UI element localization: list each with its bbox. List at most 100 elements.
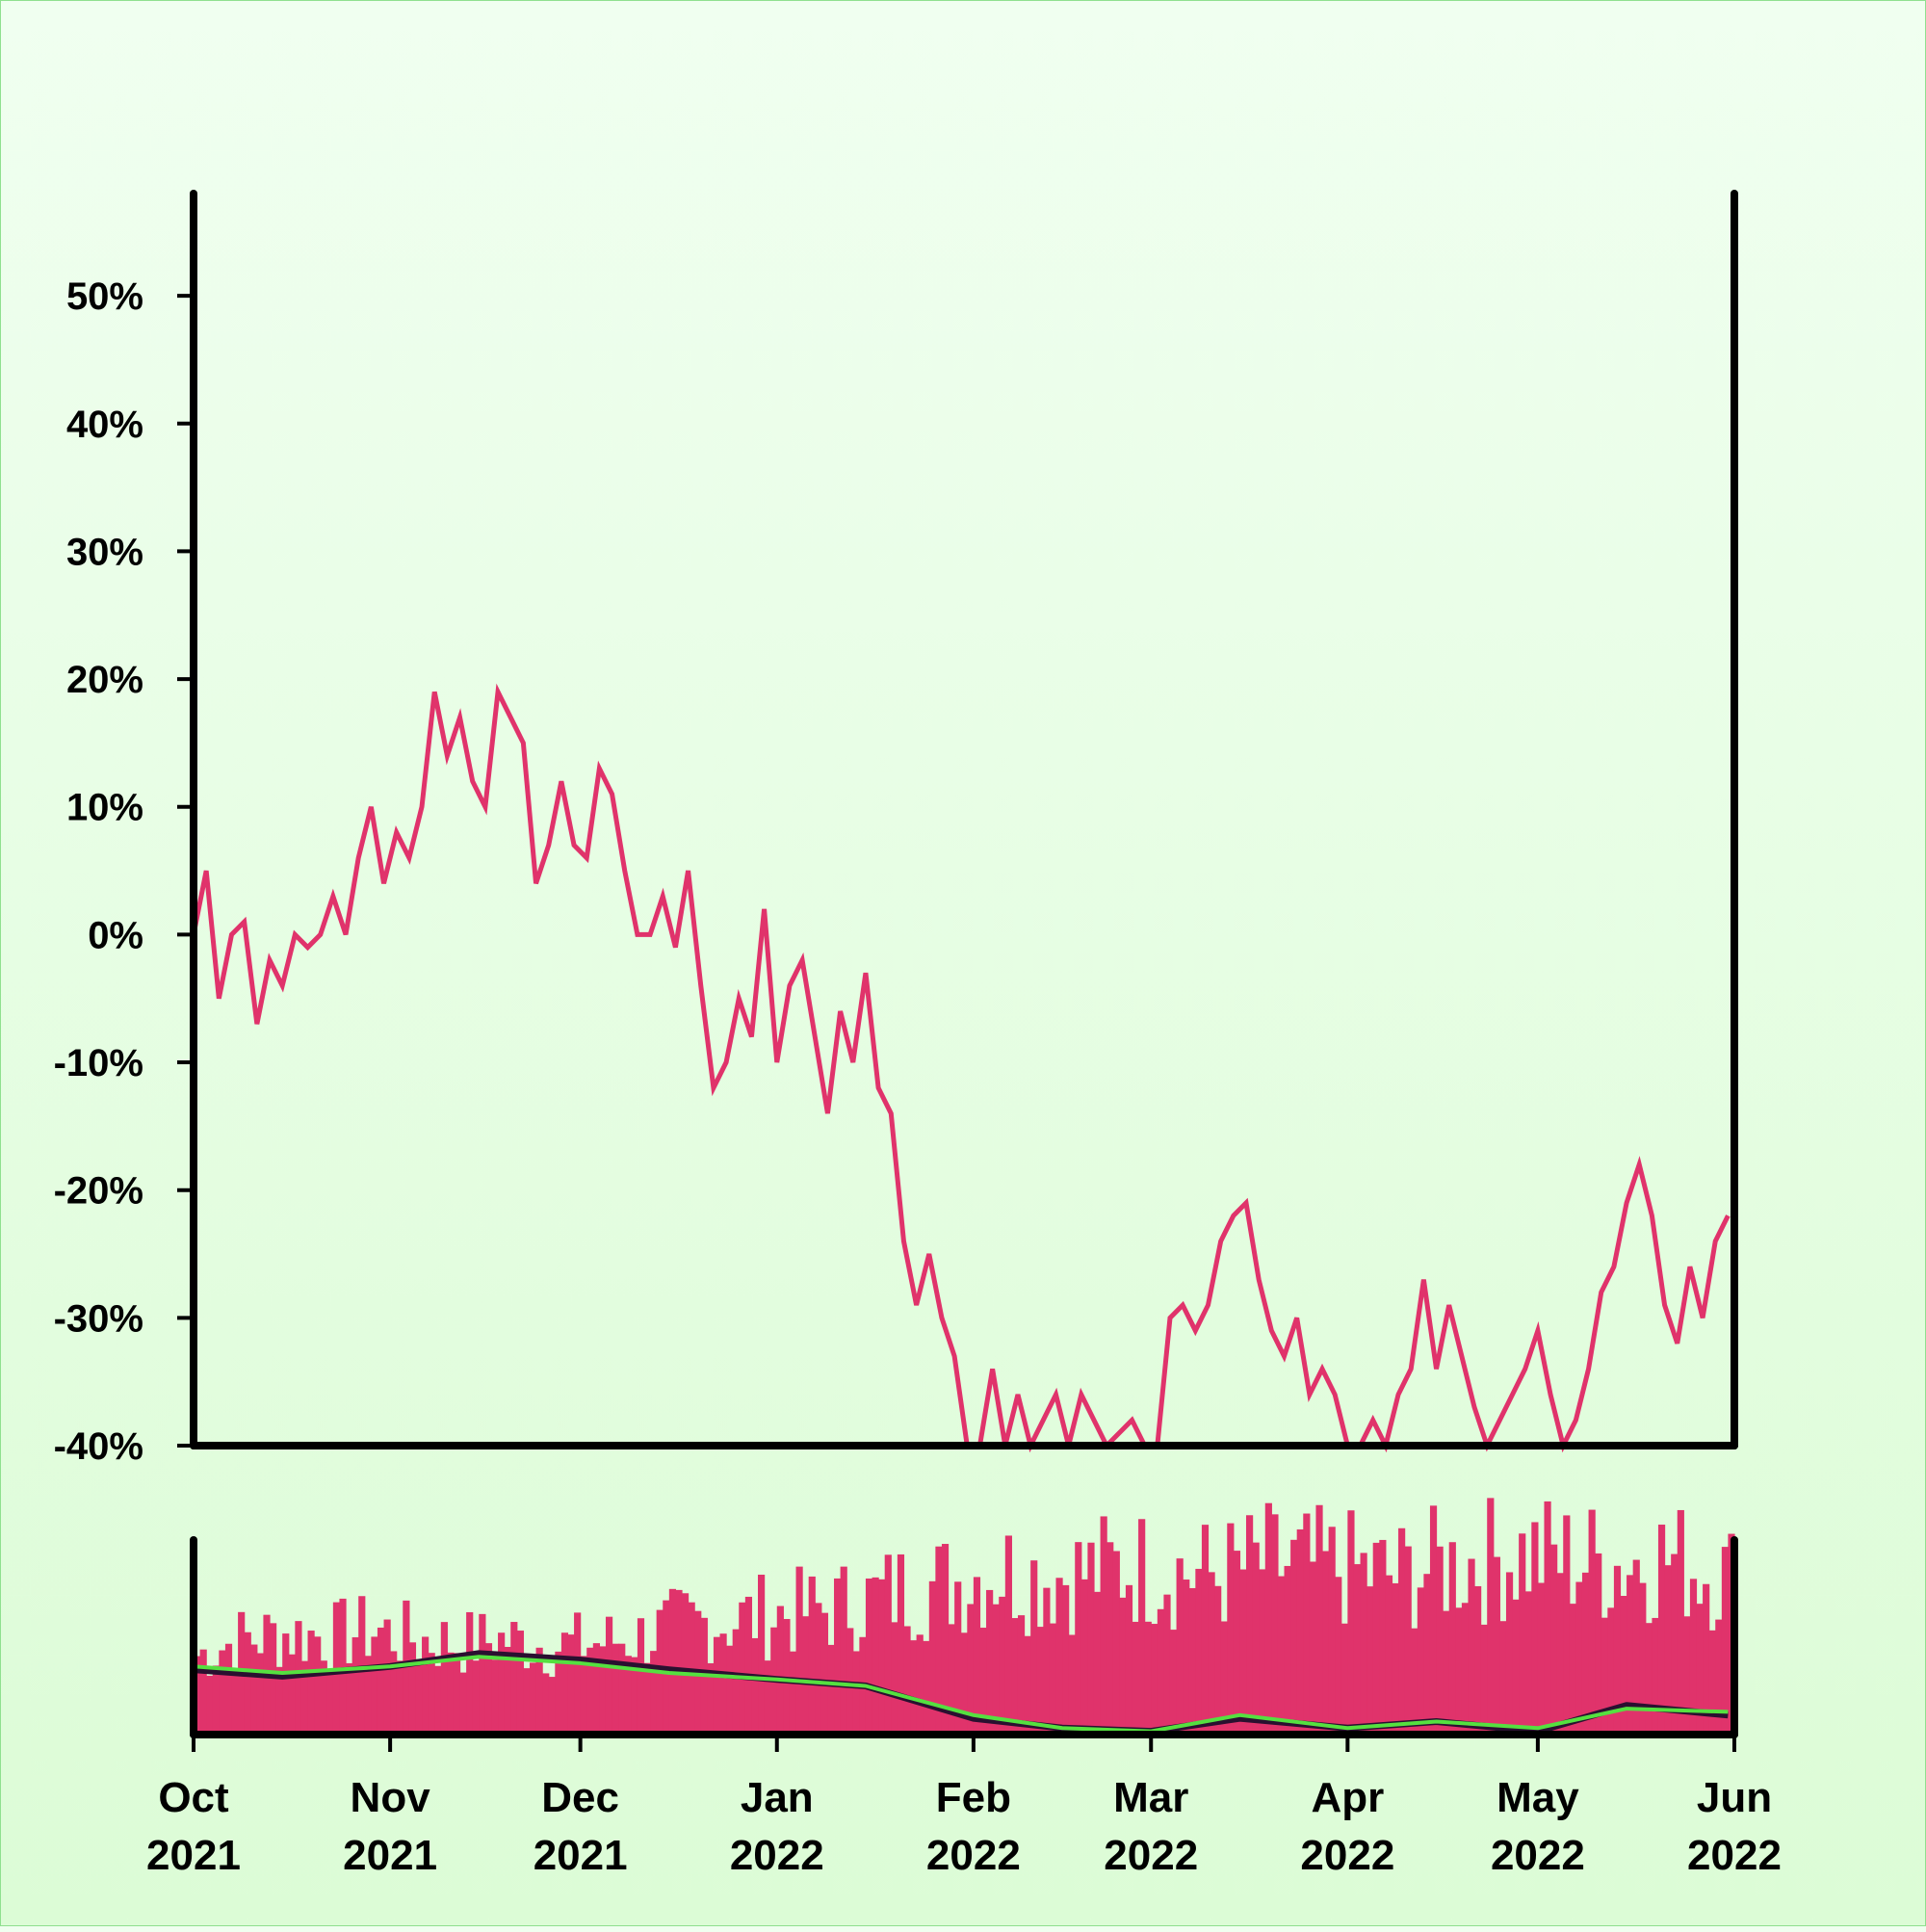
volume-bar [1664,1565,1672,1735]
y-tick-label: 30% [66,531,143,573]
volume-bar [827,1644,835,1735]
volume-bar [1055,1578,1063,1735]
volume-bar [1125,1584,1133,1735]
volume-bar [1151,1624,1158,1735]
volume-bar [1721,1547,1730,1735]
volume-bar [739,1602,746,1735]
volume-bar [631,1657,638,1735]
volume-bar [1290,1539,1298,1735]
x-tick-label-month: Mar [1113,1774,1188,1821]
volume-bar [1632,1559,1640,1735]
volume-bar [346,1662,353,1735]
volume-bar [1043,1587,1051,1735]
volume-bar [1030,1560,1038,1735]
x-tick-label-month: Jan [741,1774,814,1821]
volume-bar [1429,1505,1438,1735]
volume-bar [637,1618,645,1735]
volume-bar [434,1665,442,1735]
price-panel: 50% 40% 30% 20% 10% 0% -10% -20% -30% -40% [54,190,1738,1468]
volume-bar [459,1672,467,1735]
volume-bar [719,1633,727,1735]
volume-bar [1106,1542,1114,1735]
volume-bar [1417,1587,1424,1735]
volume-bar [358,1596,366,1735]
volume-bar [986,1589,994,1735]
volume-bar [1169,1630,1178,1735]
volume-bar [1639,1582,1647,1735]
volume-bar [1524,1591,1532,1735]
volume-bar [472,1660,480,1735]
volume-bar [231,1672,239,1735]
x-tick-label-year: 2022 [1687,1832,1782,1879]
volume-bar [1366,1586,1374,1735]
volume-bar [408,1642,417,1735]
x-tick-label-year: 2021 [146,1832,241,1879]
volume-bar [1671,1553,1679,1735]
x-tick-label-year: 2022 [1300,1832,1394,1879]
volume-bar [440,1622,448,1735]
volume-bar [1696,1604,1704,1735]
volume-bar [371,1636,378,1735]
y-tick-label: 10% [66,787,143,829]
volume-bar [1157,1608,1165,1735]
volume-bar [928,1580,936,1735]
volume-bar [1353,1564,1362,1735]
volume-bar [1448,1542,1456,1735]
volume-bar [1468,1558,1475,1735]
volume-bar [1340,1623,1348,1735]
volume-bar [605,1616,613,1735]
x-tick-label-year: 2022 [730,1832,824,1879]
volume-bar [219,1650,226,1735]
x-tick-label-month: Apr [1311,1774,1384,1821]
volume-bar [820,1612,829,1735]
volume-bar [872,1577,879,1735]
volume-bar [1715,1619,1723,1735]
volume-bar [992,1604,1000,1735]
volume-bar [351,1637,359,1735]
volume-bar [1575,1581,1583,1735]
volume-bar [1601,1617,1608,1735]
volume-bar [1581,1572,1590,1735]
volume-bar [377,1627,385,1735]
volume-bar [1505,1572,1514,1735]
volume-bar [1296,1529,1304,1735]
volume-bar [1360,1553,1367,1735]
x-tick-label-month: Nov [351,1774,431,1821]
volume-bar [903,1626,911,1735]
volume-bar [1480,1624,1488,1735]
volume-bar [1588,1509,1596,1735]
volume-bar [1233,1551,1241,1735]
volume-bar [1677,1509,1684,1735]
volume-bar [612,1643,619,1735]
x-tick-label-year: 2021 [343,1832,437,1879]
volume-bar [1100,1516,1107,1735]
volume-bar [1411,1628,1418,1735]
volume-bar [498,1632,506,1735]
x-axis-ticks: Oct 2021 Nov 2021 Dec 2021 Jan 2022 Feb 2022 Mar 20… [146,1735,1782,1879]
volume-bar [510,1622,518,1735]
volume-bar [1499,1621,1507,1735]
volume-bar [592,1643,600,1735]
volume-bar [1474,1585,1482,1735]
volume-bar [852,1651,860,1735]
volume-bar [403,1600,410,1735]
volume-bar [206,1675,214,1735]
volume-bar [1246,1515,1254,1735]
volume-bar [1627,1575,1634,1735]
volume-bar [891,1622,898,1735]
volume-bar [574,1612,582,1735]
y-tick-label: 0% [88,914,143,956]
y-tick-label: 40% [66,404,143,446]
volume-bar [973,1577,981,1735]
volume-bar [846,1628,854,1735]
volume-bar [1195,1568,1203,1735]
volume-bar [643,1662,651,1735]
volume-bar [466,1611,474,1735]
volume-bar [795,1566,803,1735]
volume-bar [1112,1551,1120,1735]
volume-bar [1436,1546,1444,1735]
volume-bar [732,1629,740,1735]
volume-bar [580,1656,587,1735]
volume-bar [1144,1621,1152,1735]
